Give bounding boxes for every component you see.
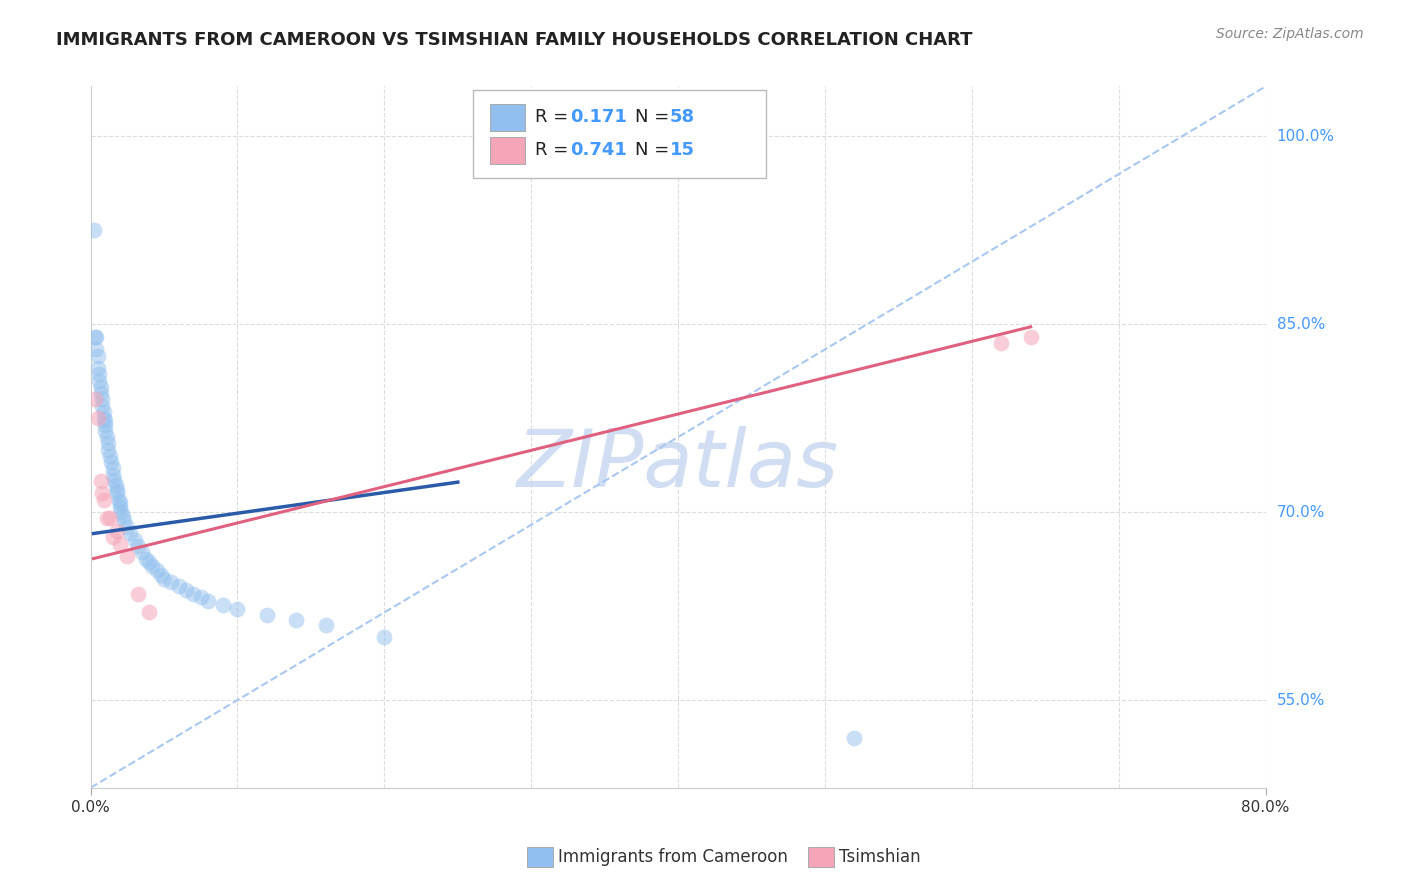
Point [105,486,128,500]
Point [174,582,197,597]
Point [91,392,114,407]
Text: 70.0%: 70.0% [1277,505,1324,520]
Point [93,492,115,507]
Point [285,613,308,627]
Point [84,330,107,344]
Text: N =: N = [634,108,675,127]
Point [94,417,117,432]
Point [373,631,395,645]
Point [124,533,146,547]
Point [107,492,129,507]
Point [84,392,107,407]
Text: Immigrants from Cameroon: Immigrants from Cameroon [558,848,787,866]
Point [90,386,112,401]
Point [94,424,117,438]
Point [183,586,205,600]
Point [105,524,128,538]
Point [150,567,173,582]
Point [197,594,219,608]
Point [89,374,111,388]
Point [127,586,149,600]
Point [97,436,120,450]
Point [100,455,122,469]
Point [105,483,128,497]
Point [93,405,115,419]
Point [167,579,190,593]
Point [844,731,866,745]
Text: Source: ZipAtlas.com: Source: ZipAtlas.com [1216,27,1364,41]
Point [87,411,110,425]
Text: 85.0%: 85.0% [1277,317,1324,332]
Text: R =: R = [534,141,574,159]
Point [211,598,233,612]
Point [101,467,124,482]
Point [83,223,105,237]
Point [87,361,110,376]
Point [98,449,121,463]
Point [108,536,131,550]
Point [117,549,139,563]
Point [256,607,278,622]
Point [86,343,108,357]
Text: 0.741: 0.741 [569,141,627,159]
Text: 55.0%: 55.0% [1277,692,1324,707]
Point [145,563,167,577]
Text: 100.0%: 100.0% [1277,129,1334,144]
Text: 58: 58 [669,108,695,127]
Point [104,477,127,491]
Point [101,461,124,475]
Point [91,486,114,500]
Point [103,473,125,487]
Point [120,526,142,541]
Point [315,618,337,632]
Point [91,399,114,413]
Point [112,514,135,528]
Point [110,505,132,519]
Point [108,496,131,510]
Point [190,591,212,605]
Point [1019,330,1042,344]
Point [98,511,121,525]
Text: 15: 15 [669,141,695,159]
Point [138,606,160,620]
Point [111,508,134,523]
Point [127,539,149,553]
Text: IMMIGRANTS FROM CAMEROON VS TSIMSHIAN FAMILY HOUSEHOLDS CORRELATION CHART: IMMIGRANTS FROM CAMEROON VS TSIMSHIAN FA… [56,31,973,49]
Point [93,411,115,425]
Point [108,500,131,515]
Point [96,511,118,525]
Text: Tsimshian: Tsimshian [839,848,921,866]
Point [89,368,111,382]
Text: N =: N = [634,141,675,159]
Point [131,545,153,559]
Point [138,555,160,569]
Point [141,559,163,574]
Point [90,380,112,394]
Point [90,474,112,488]
Point [97,442,120,457]
Point [96,430,118,444]
FancyBboxPatch shape [491,103,526,130]
Point [117,520,139,534]
Point [101,530,124,544]
FancyBboxPatch shape [472,90,766,178]
Text: ZIPatlas: ZIPatlas [517,426,839,504]
Point [87,349,110,363]
Point [153,572,176,586]
Point [226,601,249,615]
Point [990,336,1012,351]
Text: 0.171: 0.171 [569,108,627,127]
Point [160,575,183,590]
Point [86,330,108,344]
Point [94,414,117,428]
Text: R =: R = [534,108,574,127]
Point [135,551,157,566]
FancyBboxPatch shape [491,136,526,163]
